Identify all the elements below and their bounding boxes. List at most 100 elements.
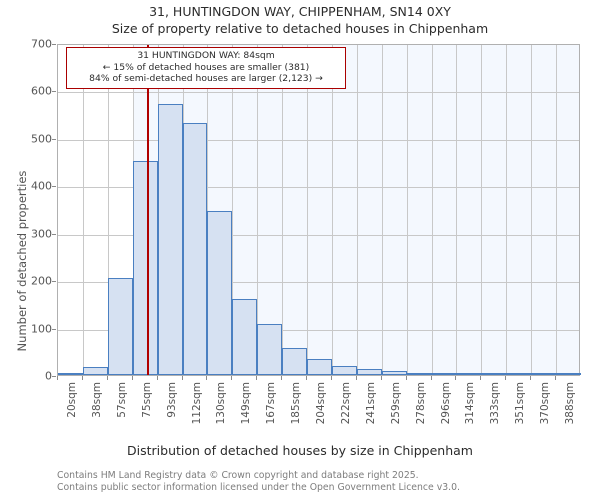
gridline-vertical	[257, 45, 258, 375]
property-size-marker-line	[146, 45, 149, 375]
y-axis-tick-mark	[52, 138, 56, 140]
x-axis-tick-label: 93sqm	[166, 382, 178, 418]
gridline-vertical	[481, 45, 482, 375]
histogram-bar	[432, 373, 456, 375]
y-axis-tick-mark	[52, 44, 56, 45]
histogram-bar	[108, 277, 133, 375]
x-axis-tick-mark	[82, 376, 83, 380]
gridline-horizontal	[58, 92, 579, 94]
histogram-bar	[307, 359, 332, 375]
x-axis-tick-label: 370sqm	[539, 382, 551, 425]
x-axis-tick-label: 296sqm	[440, 382, 452, 425]
page-title: 31, HUNTINGDON WAY, CHIPPENHAM, SN14 0XY	[149, 4, 451, 19]
y-axis-tick-label: 0	[45, 369, 52, 383]
footer-attribution: Contains HM Land Registry data © Crown c…	[57, 470, 587, 493]
y-axis-tick-mark	[52, 376, 56, 377]
histogram-bar	[183, 122, 207, 375]
x-axis-tick-label: 241sqm	[365, 382, 377, 425]
footer-line-2: Contains public sector information licen…	[57, 481, 460, 493]
y-axis-tick-label: 100	[31, 322, 52, 336]
gridline-vertical	[108, 45, 109, 375]
y-axis-tick-label: 500	[31, 132, 52, 146]
x-axis-tick-label: 167sqm	[265, 382, 277, 425]
histogram-bar	[531, 373, 556, 375]
x-axis-tick-label: 388sqm	[564, 382, 576, 425]
gridline-vertical	[357, 45, 358, 375]
histogram-bar	[232, 298, 257, 375]
x-axis-tick-mark	[455, 376, 456, 380]
x-axis-tick-mark	[530, 376, 531, 380]
histogram-bar	[556, 373, 581, 375]
x-axis-tick-mark	[182, 376, 183, 380]
histogram-bar	[58, 373, 83, 375]
x-axis-tick-label: 333sqm	[489, 382, 501, 425]
x-axis-tick-label: 222sqm	[340, 382, 352, 425]
x-axis-tick-label: 112sqm	[191, 382, 203, 425]
gridline-vertical	[456, 45, 457, 375]
gridline-vertical	[556, 45, 557, 375]
histogram-bar	[382, 370, 407, 375]
x-axis-tick-label: 57sqm	[116, 382, 128, 418]
histogram-bar	[207, 211, 232, 375]
x-axis-tick-mark	[431, 376, 432, 380]
histogram-bar	[257, 323, 282, 375]
gridline-vertical	[307, 45, 308, 375]
chart-subtitle: Size of property relative to detached ho…	[111, 21, 489, 36]
x-axis-tick-mark	[281, 376, 282, 380]
x-axis: 20sqm 38sqm 57sqm 75sqm 93sqm 112sqm 130sqm 149…	[57, 376, 580, 446]
plot-area	[57, 44, 581, 376]
gridline-horizontal	[58, 329, 579, 331]
histogram-bar	[407, 373, 432, 375]
histogram-bar	[83, 366, 108, 375]
gridline-horizontal	[58, 282, 579, 284]
x-axis-tick-mark	[132, 376, 133, 380]
x-axis-label: Distribution of detached houses by size …	[127, 443, 473, 458]
y-axis-label: Number of detached properties	[15, 170, 29, 352]
histogram-bar	[506, 373, 531, 375]
gridline-vertical	[506, 45, 507, 375]
x-axis-tick-mark	[306, 376, 307, 380]
chart-title-block: 31, HUNTINGDON WAY, CHIPPENHAM, SN14 0XY…	[0, 3, 600, 37]
histogram-bars	[58, 45, 581, 375]
gridline-vertical	[332, 45, 333, 375]
x-axis-tick-mark	[505, 376, 506, 380]
histogram-bar	[282, 347, 307, 375]
histogram-bar	[481, 373, 506, 375]
x-axis-tick-mark	[231, 376, 232, 380]
x-axis-tick-label: 314sqm	[464, 382, 476, 425]
gridline-vertical	[83, 45, 84, 375]
y-axis-tick-mark	[52, 233, 56, 235]
gridline-horizontal	[58, 187, 579, 189]
gridline-vertical	[407, 45, 408, 375]
histogram-bar	[158, 104, 183, 375]
x-axis-tick-mark	[356, 376, 357, 380]
x-axis-tick-mark	[107, 376, 108, 380]
gridline-vertical	[531, 45, 532, 375]
y-axis-tick-mark	[52, 186, 56, 188]
annotation-line-1: 31 HUNTINGDON WAY: 84sqm	[137, 50, 275, 61]
x-axis-tick-label: 259sqm	[390, 382, 402, 425]
x-axis-tick-label: 149sqm	[240, 382, 252, 425]
x-axis-tick-mark	[406, 376, 407, 380]
x-axis-tick-mark	[157, 376, 158, 380]
x-axis-tick-label: 20sqm	[66, 382, 78, 418]
gridline-horizontal	[58, 139, 579, 141]
gridline-vertical	[432, 45, 433, 375]
y-axis-tick-mark	[52, 328, 56, 330]
annotation-line-3: 84% of semi-detached houses are larger (…	[89, 73, 323, 84]
x-axis-tick-mark	[256, 376, 257, 380]
x-axis-tick-label: 278sqm	[415, 382, 427, 425]
x-axis-tick-label: 75sqm	[141, 382, 153, 418]
gridline-vertical	[282, 45, 283, 375]
x-axis-tick-mark	[381, 376, 382, 380]
gridline-horizontal	[58, 234, 579, 236]
y-axis: Number of detached properties 0 100 200 300…	[0, 38, 56, 383]
y-axis-tick-label: 400	[31, 179, 52, 193]
y-axis-tick-label: 300	[31, 227, 52, 241]
y-axis-tick-label: 600	[31, 84, 52, 98]
histogram-bar	[133, 160, 158, 375]
x-axis-tick-label: 351sqm	[514, 382, 526, 425]
gridline-vertical	[207, 45, 208, 375]
x-axis-tick-label: 204sqm	[315, 382, 327, 425]
